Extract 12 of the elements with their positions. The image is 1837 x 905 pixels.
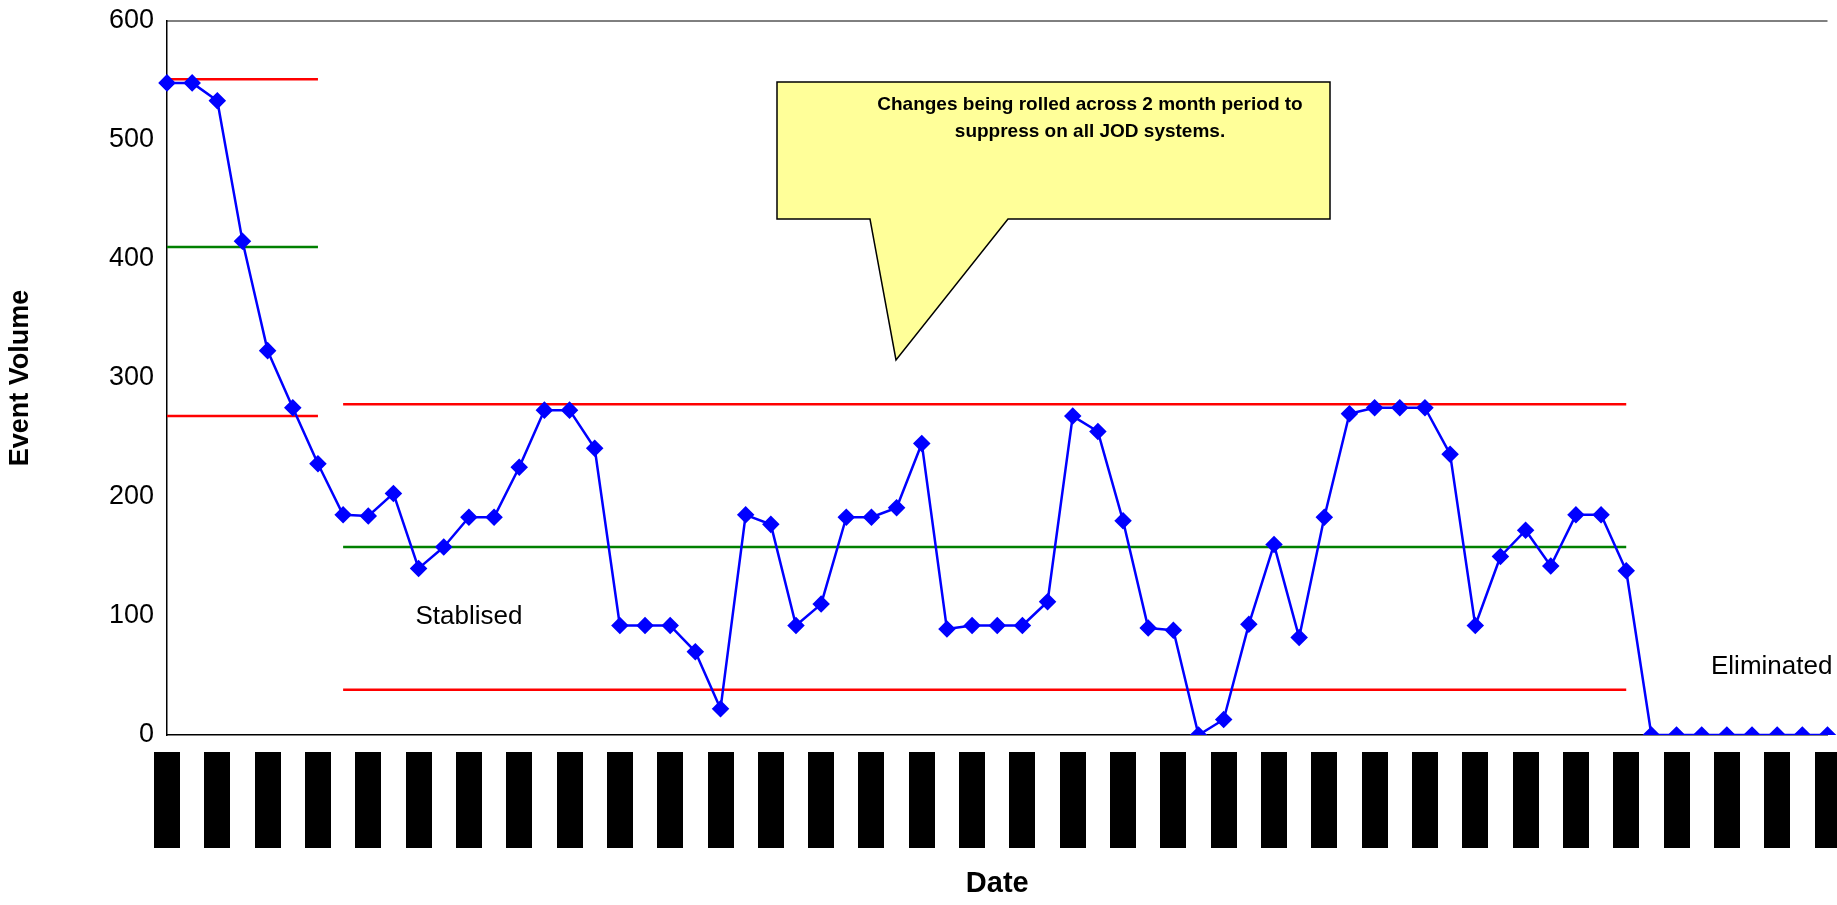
y-tick-label: 600 (108, 4, 154, 35)
annotation: Eliminated (1711, 649, 1833, 681)
y-tick-label: 500 (108, 123, 154, 154)
annotation: Stablised (415, 600, 523, 631)
y-tick-label: 0 (138, 718, 154, 749)
y-tick-label: 300 (108, 361, 154, 392)
annotation: Changes being rolled across 2 month period to suppress on all JOD systems. (876, 92, 1304, 143)
y-tick-label: 400 (108, 242, 154, 273)
y-axis-title: Event Volume (3, 289, 34, 467)
x-axis-title: Date (965, 865, 1029, 898)
y-tick-label: 100 (108, 599, 154, 630)
y-tick-label: 200 (108, 480, 154, 511)
